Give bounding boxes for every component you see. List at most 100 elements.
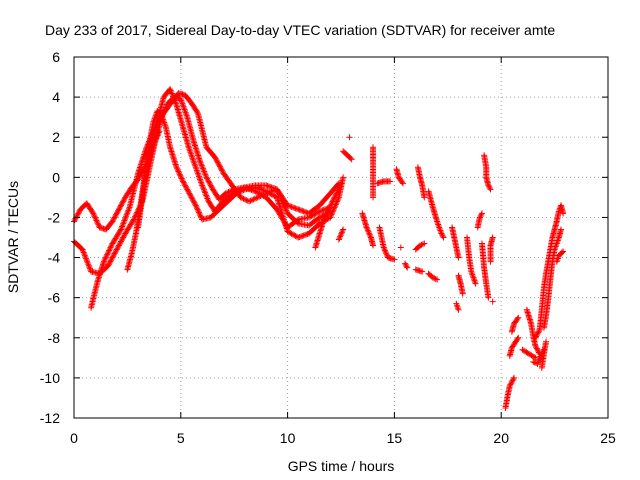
y-tick-label: 6 [52, 49, 60, 65]
data-point [115, 207, 122, 214]
data-point [472, 280, 479, 287]
data-point [204, 196, 211, 203]
data-point [185, 189, 192, 196]
data-point [84, 258, 91, 265]
data-point [105, 261, 112, 268]
data-point [118, 225, 125, 232]
data-point [120, 219, 127, 226]
data-point [111, 214, 118, 221]
data-point [295, 206, 302, 213]
data-point [194, 206, 201, 213]
data-point [328, 199, 335, 206]
data-point [187, 191, 194, 198]
data-point [167, 86, 174, 93]
data-point [434, 276, 441, 283]
data-point [367, 233, 374, 240]
data-point [338, 230, 345, 237]
data-point [194, 205, 201, 212]
data-point [257, 186, 264, 193]
data-point [332, 193, 339, 200]
data-point [115, 206, 122, 213]
data-point [487, 186, 494, 193]
data-point [200, 167, 207, 174]
data-point [263, 182, 270, 189]
data-point [560, 248, 567, 255]
data-point [115, 242, 122, 249]
data-point [167, 87, 174, 94]
data-point [317, 207, 324, 214]
data-point [90, 211, 97, 218]
data-point [105, 262, 112, 269]
data-point [106, 247, 113, 254]
x-tick-label: 5 [177, 430, 185, 446]
data-point [81, 252, 88, 259]
data-point [261, 187, 268, 194]
data-point [174, 165, 181, 172]
data-point [507, 381, 514, 388]
data-point [489, 298, 496, 305]
data-point [105, 248, 112, 255]
data-point [205, 178, 212, 185]
data-point [113, 210, 120, 217]
data-point [253, 195, 260, 202]
x-tick-label: 0 [70, 430, 78, 446]
data-point [107, 244, 114, 251]
data-point [459, 290, 466, 297]
data-point [189, 195, 196, 202]
data-point [239, 187, 246, 194]
data-point [199, 183, 206, 190]
data-point [315, 209, 322, 216]
data-point [335, 186, 342, 193]
data-point [203, 174, 210, 181]
data-point [206, 181, 213, 188]
data-point [489, 234, 496, 241]
plot-frame [73, 56, 609, 419]
data-point [102, 255, 109, 262]
data-point [214, 158, 221, 165]
y-tick-label: -6 [48, 290, 61, 306]
data-point [111, 250, 118, 257]
data-point [256, 185, 263, 192]
data-point [178, 175, 185, 182]
data-point [120, 233, 127, 240]
data-point [535, 329, 542, 336]
data-point [364, 227, 371, 234]
data-point [338, 229, 345, 236]
data-point [391, 256, 398, 263]
y-tick-label: -8 [48, 330, 61, 346]
data-point [530, 358, 537, 365]
data-point [294, 219, 301, 226]
data-point [215, 160, 222, 167]
data-point [336, 184, 343, 191]
data-point [510, 376, 517, 383]
data-point [478, 211, 485, 218]
data-point [532, 342, 539, 349]
data-point [108, 257, 115, 264]
data-point [124, 208, 131, 215]
data-point [204, 195, 211, 202]
data-point [124, 210, 131, 217]
data-point [92, 216, 99, 223]
data-point [419, 241, 426, 248]
y-tick-label: -10 [40, 370, 60, 386]
data-point [104, 250, 111, 257]
data-point [73, 213, 80, 220]
data-point [283, 207, 290, 214]
data-point [334, 188, 341, 195]
data-point [251, 195, 258, 202]
data-point [363, 224, 370, 231]
data-point [275, 189, 282, 196]
data-point [330, 197, 337, 204]
data-point [320, 216, 327, 223]
data-point [455, 306, 462, 313]
data-point [199, 164, 206, 171]
x-tick-label: 25 [600, 430, 616, 446]
data-point [300, 232, 307, 239]
data-point [325, 206, 332, 213]
data-point [292, 205, 299, 212]
data-point [397, 244, 404, 251]
data-point [110, 217, 117, 224]
data-point [197, 212, 204, 219]
data-point [168, 89, 175, 96]
data-point [253, 184, 260, 191]
